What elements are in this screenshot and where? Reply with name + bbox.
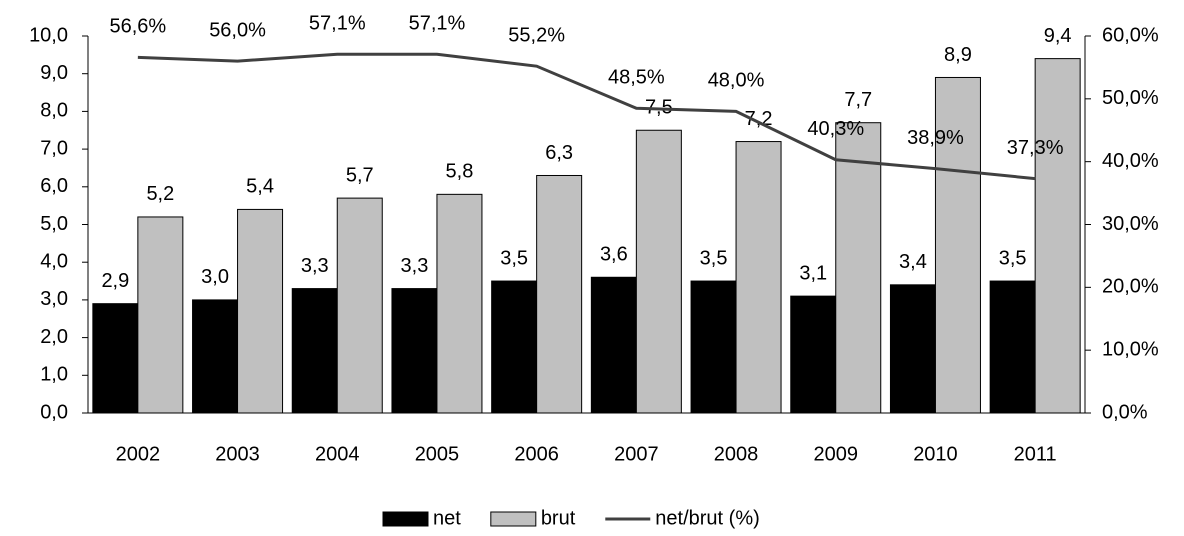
y-tick-label: 5,0 — [40, 213, 68, 235]
data-label: 5,8 — [446, 161, 474, 183]
data-label: 3,5 — [999, 247, 1027, 269]
y2-tick-label: 0,0% — [1102, 401, 1148, 423]
bar — [989, 280, 1036, 414]
x-tick-label: 2004 — [315, 443, 360, 465]
data-label: 40,3% — [807, 118, 864, 140]
y-tick-label: 10,0 — [29, 24, 68, 46]
data-label: 48,0% — [708, 70, 765, 92]
x-tick-label: 2008 — [714, 443, 759, 465]
line — [137, 52, 1036, 181]
legend-swatch — [490, 511, 537, 527]
bar — [590, 276, 637, 414]
x-tick-label: 2006 — [514, 443, 559, 465]
y-tick-label: 9,0 — [40, 62, 68, 84]
data-label: 7,7 — [844, 89, 872, 111]
bar — [690, 280, 737, 414]
bar — [336, 197, 383, 414]
x-tick-label: 2011 — [1014, 443, 1057, 465]
y2-tick-label: 40,0% — [1102, 150, 1159, 172]
y-tick-label: 6,0 — [40, 175, 68, 197]
data-label: 6,3 — [545, 142, 573, 164]
data-label: 3,1 — [799, 262, 827, 284]
bar — [491, 280, 538, 414]
x-tick-label: 2010 — [913, 443, 958, 465]
y2-tick-label: 10,0% — [1102, 338, 1159, 360]
data-label: 55,2% — [508, 24, 565, 46]
x-tick-label: 2003 — [215, 443, 260, 465]
bar — [536, 174, 583, 414]
data-label: 57,1% — [409, 13, 466, 35]
bar — [92, 303, 139, 414]
y2-tick-label: 30,0% — [1102, 213, 1159, 235]
data-label: 5,2 — [146, 183, 174, 205]
y-tick-label: 4,0 — [40, 250, 68, 272]
data-label: 38,9% — [907, 127, 964, 149]
y2-tick-label: 20,0% — [1102, 276, 1159, 298]
bar — [835, 122, 882, 414]
bar — [137, 216, 184, 414]
legend-swatch — [382, 511, 429, 527]
bar — [391, 288, 438, 414]
data-label: 3,4 — [899, 251, 927, 273]
data-label: 9,4 — [1044, 25, 1072, 47]
x-tick-label: 2007 — [614, 443, 659, 465]
legend-label: net — [433, 507, 461, 529]
x-tick-label: 2009 — [814, 443, 859, 465]
bar — [934, 76, 981, 414]
bar — [1034, 58, 1081, 414]
data-label: 2,9 — [101, 270, 129, 292]
data-label: 48,5% — [608, 67, 665, 89]
x-tick-label: 2002 — [116, 443, 161, 465]
data-label: 5,4 — [246, 176, 274, 198]
data-label: 3,5 — [700, 247, 728, 269]
data-label: 8,9 — [944, 44, 972, 66]
data-label: 3,3 — [401, 255, 429, 277]
bar — [889, 284, 936, 414]
y2-tick-label: 50,0% — [1102, 87, 1159, 109]
y-tick-label: 2,0 — [40, 326, 68, 348]
data-label: 5,7 — [346, 164, 374, 186]
y-tick-label: 0,0 — [40, 401, 68, 423]
x-tick-label: 2005 — [415, 443, 460, 465]
bar — [237, 208, 284, 414]
data-label: 3,0 — [201, 266, 229, 288]
data-label: 56,0% — [209, 19, 266, 41]
y2-tick-label: 60,0% — [1102, 24, 1159, 46]
data-label: 37,3% — [1007, 137, 1064, 159]
bar — [790, 295, 837, 414]
legend-label: brut — [541, 507, 576, 529]
data-label: 3,5 — [500, 247, 528, 269]
data-label: 57,1% — [309, 13, 366, 35]
legend-label: net/brut (%) — [655, 507, 759, 529]
bar — [635, 129, 682, 414]
bar — [192, 299, 239, 414]
data-label: 3,6 — [600, 244, 628, 266]
data-label: 56,6% — [109, 16, 166, 38]
y-tick-label: 8,0 — [40, 100, 68, 122]
y-tick-label: 3,0 — [40, 288, 68, 310]
bar — [436, 193, 483, 414]
bar — [735, 141, 782, 414]
y-tick-label: 7,0 — [40, 137, 68, 159]
y-tick-label: 1,0 — [40, 364, 68, 386]
data-label: 3,3 — [301, 255, 329, 277]
bar — [291, 288, 338, 414]
